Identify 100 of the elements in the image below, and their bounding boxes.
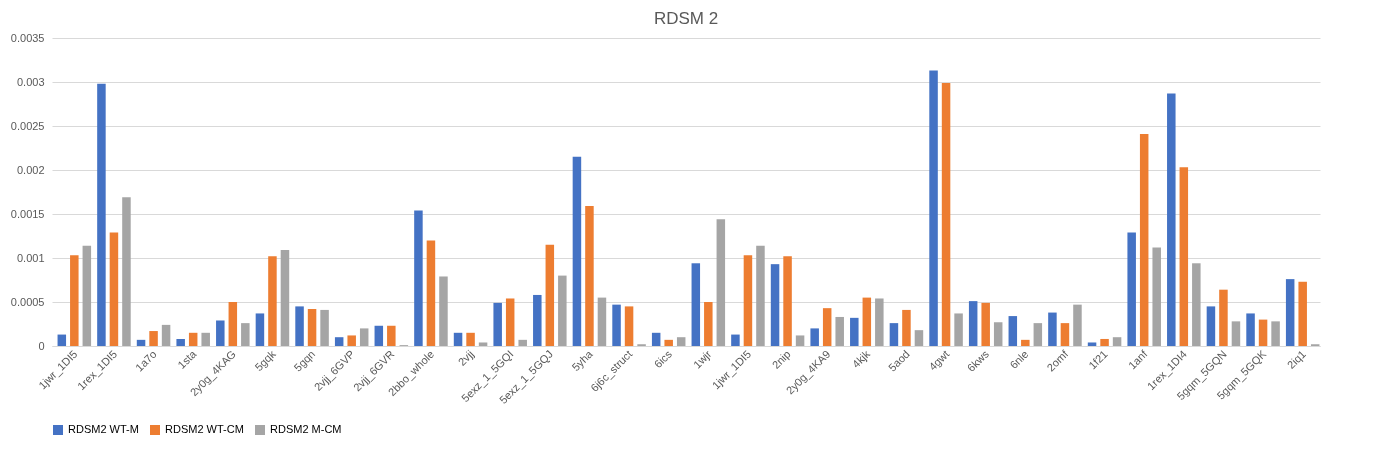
bar [731,334,740,346]
bar [57,334,67,346]
bar [1271,321,1280,346]
bar [478,342,488,346]
bar [1100,338,1109,346]
bar [835,316,844,346]
bar [941,82,951,346]
x-tick-label: 4kjk [849,347,873,371]
bar [716,219,726,346]
bar [1112,337,1122,346]
bar [743,255,753,346]
x-tick-label: 1wjr [690,347,714,371]
bar [981,302,990,346]
bar [295,306,304,346]
bar [770,264,780,346]
bar [1219,289,1228,346]
bar [228,302,238,346]
bar [795,335,805,346]
bar [466,332,475,346]
bar [136,339,146,346]
bar [756,245,765,346]
bar [850,317,859,346]
bar [929,70,938,346]
bar [241,323,250,346]
bar [822,308,832,346]
bar [704,302,713,346]
legend-label: RDSM2 M-CM [270,423,342,435]
y-tick-label: 0.0005 [10,295,45,308]
bar [255,313,265,346]
bar [109,232,119,346]
bar [1033,323,1043,346]
bar [216,320,225,346]
bar [651,332,661,346]
bar [268,256,277,346]
bar [993,322,1003,346]
bar [585,206,594,346]
y-tick-label: 0.002 [16,163,45,176]
legend-label: RDSM2 WT-CM [165,423,244,435]
chart-title: RDSM 2 [653,9,719,28]
bar [612,304,621,346]
bar [1073,304,1082,346]
bar [387,325,396,346]
bar [1258,319,1268,346]
bar [533,294,542,346]
bar [82,245,92,346]
bar [691,263,701,346]
legend-label: RDSM2 WT-M [68,423,139,435]
bar [1167,93,1176,346]
bar [1127,232,1136,346]
bar [122,197,131,346]
bar [518,339,527,346]
bar [1087,342,1097,346]
bar [505,298,515,346]
bar [664,339,673,346]
y-tick-label: 0.001 [16,251,45,264]
bar [875,298,884,346]
bar [70,255,79,346]
bar [414,210,423,346]
bar [359,328,369,346]
y-tick-label: 0.0035 [10,31,45,44]
bar [572,156,582,346]
x-tick-label: 6nle [1007,347,1031,371]
bar [374,325,384,346]
bar [149,331,158,346]
bar [334,337,344,346]
bar [676,337,686,346]
bar [1206,306,1216,346]
bar [1021,339,1030,346]
bar [624,306,634,346]
bar [545,244,555,346]
bar [176,338,185,346]
bar [1152,247,1161,346]
bar [889,323,899,346]
bar [597,297,607,346]
bar [1048,312,1057,346]
bar [954,313,963,346]
bar [1231,321,1241,346]
bar [201,332,210,346]
bar [1298,281,1307,346]
bar [914,330,924,346]
bar [1192,263,1201,346]
bar [810,328,819,346]
y-tick-label: 0.0015 [10,207,45,220]
bar [453,332,463,346]
bar [188,332,198,346]
bar [347,335,356,346]
bar [1179,167,1189,346]
bar [307,309,317,346]
bar [320,309,329,346]
y-tick-label: 0.003 [16,75,45,88]
bar [97,83,106,346]
bar [426,240,436,346]
bar [558,275,567,346]
x-tick-label: 6ics [651,347,675,371]
bar [1285,279,1295,346]
bar [493,302,502,346]
bar [968,301,978,346]
bar [862,297,872,346]
bar [1246,313,1255,346]
bar [902,309,911,346]
